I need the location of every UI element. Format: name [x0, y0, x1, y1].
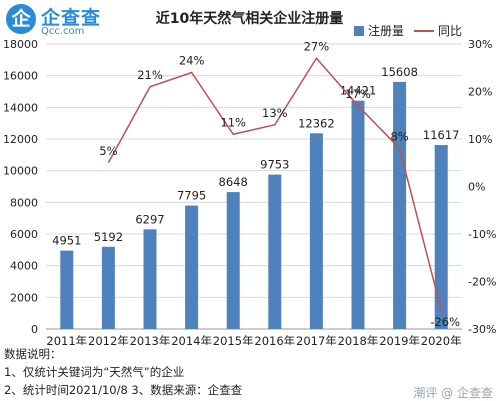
bar-value-label: 9753	[260, 158, 289, 172]
y-left-tick-label: 8000	[10, 196, 38, 209]
bar	[309, 133, 323, 329]
bar	[226, 192, 240, 329]
yoy-line	[107, 56, 442, 311]
line-value-label: 21%	[137, 68, 163, 82]
chart-legend: 注册量 同比	[354, 22, 462, 39]
y-left-tick-label: 10000	[3, 165, 38, 178]
y-right-tick-label: -20%	[468, 276, 496, 289]
line-value-label: 27%	[304, 39, 330, 53]
y-right-tick-label: 0%	[468, 181, 485, 194]
watermark: 潮评 @ 企查查	[413, 386, 493, 400]
bar-value-label: 12362	[298, 116, 335, 130]
bar	[185, 205, 199, 329]
x-tick-label: 2012年	[88, 334, 129, 345]
logo-domain: Qcc.com	[41, 26, 85, 37]
line-value-label: 5%	[99, 144, 117, 158]
y-left-tick-label: 18000	[3, 38, 38, 51]
x-tick-label: 2011年	[46, 334, 87, 345]
line-value-label: 11%	[220, 115, 246, 129]
legend-line-label: 同比	[438, 24, 463, 38]
bar	[434, 145, 448, 329]
y-right-tick-label: -30%	[468, 323, 496, 336]
bar	[143, 229, 157, 329]
bar-value-label: 4951	[52, 234, 81, 248]
bar	[60, 250, 74, 329]
y-right-tick-label: 30%	[468, 38, 492, 51]
data-notes: 数据说明： 1、仅统计关键词为“天然气”的企业 2、统计时间2021/10/8 …	[4, 345, 242, 399]
x-tick-label: 2013年	[130, 334, 171, 345]
bar	[101, 246, 115, 329]
bar	[351, 100, 365, 329]
bar-value-label: 11617	[423, 128, 460, 142]
y-left-tick-label: 6000	[10, 228, 38, 241]
legend-bar-swatch	[354, 25, 364, 36]
notes-line-2: 2、统计时间2021/10/8 3、数据来源：企查查	[4, 383, 243, 397]
y-left-tick-label: 16000	[3, 70, 38, 83]
qcc-logo: 企 企查查 Qcc.com	[6, 4, 118, 38]
x-tick-label: 2016年	[254, 334, 295, 345]
bar-value-label: 8648	[219, 175, 248, 189]
legend-bar-label: 注册量	[368, 24, 405, 38]
line-value-label: 8%	[390, 130, 408, 144]
x-tick-label: 2020年	[421, 334, 462, 345]
notes-heading: 数据说明：	[4, 347, 62, 361]
bar-value-label: 15608	[381, 65, 418, 79]
legend-line-swatch	[414, 29, 435, 32]
y-left-tick-label: 12000	[3, 133, 38, 146]
y-right-tick-label: 20%	[468, 86, 492, 99]
y-right-tick-label: 10%	[468, 133, 492, 146]
y-left-tick-label: 2000	[10, 291, 38, 304]
bar	[393, 81, 407, 329]
x-tick-label: 2014年	[171, 334, 212, 345]
x-tick-label: 2018年	[338, 334, 379, 345]
line-value-label: 17%	[345, 87, 371, 101]
bar-value-label: 5192	[94, 230, 123, 244]
line-value-label: 24%	[179, 54, 205, 68]
y-left-tick-label: 0	[31, 323, 38, 336]
line-value-label: -26%	[430, 315, 460, 329]
logo-name: 企查查	[41, 7, 102, 29]
bar-value-label: 6297	[135, 212, 164, 226]
notes-line-1: 1、仅统计关键词为“天然气”的企业	[4, 365, 185, 379]
chart-plot: 0 2000 4000 6000 8000 10000 12000 14000 16000 180…	[3, 38, 496, 345]
x-tick-label: 2019年	[379, 334, 420, 345]
x-tick-label: 2017年	[296, 334, 337, 345]
x-tick-label: 2015年	[213, 334, 254, 345]
bar-value-label: 7795	[177, 189, 206, 203]
qcc-logo-icon: 企	[6, 4, 36, 34]
y-left-tick-label: 14000	[3, 101, 38, 114]
line-value-label: 13%	[262, 106, 288, 120]
chart-title: 近10年天然气相关企业注册量	[155, 11, 344, 27]
bar	[268, 174, 282, 329]
y-left-tick-label: 4000	[10, 260, 38, 273]
y-right-tick-label: -10%	[468, 228, 496, 241]
